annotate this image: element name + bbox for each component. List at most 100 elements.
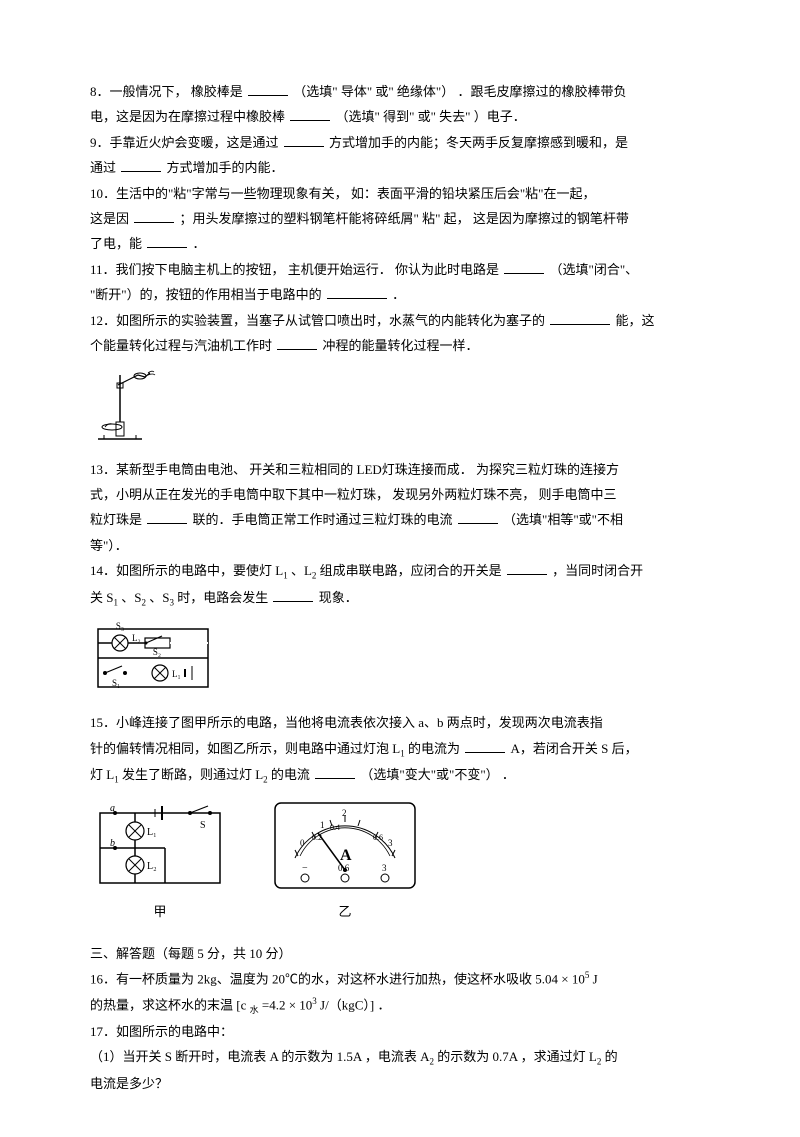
question-15-line3: 灯 L1 发生了断路，则通过灯 L2 的电流 （选填"变大"或"不变"） ． [90, 763, 710, 788]
q10-text3: ；用头发摩擦过的塑料钢笔杆能将碎纸屑" 粘" 起， 这是因为摩擦过的钢笔杆带 [180, 211, 629, 226]
q15-text4: A，若闭合开关 S 后， [510, 741, 637, 756]
svg-text:b: b [110, 838, 115, 849]
q11-text4: ． [392, 287, 405, 302]
question-13-line2: 式，小明从正在发光的手电筒中取下其中一粒灯珠， 发现另外两粒灯珠不亮， 则手电筒… [90, 483, 710, 506]
question-13: 13．某新型手电筒由电池、 开关和三粒相同的 LED灯珠连接而成． 为探究三粒灯… [90, 458, 710, 481]
svg-text:S₂: S₂ [153, 647, 161, 657]
q13-text2: 式，小明从正在发光的手电筒中取下其中一粒灯珠， 发现另外两粒灯珠不亮， 则手电筒… [90, 487, 617, 502]
question-9: 9．手靠近火炉会变暖，这是通过 方式增加手的内能；冬天两手反复摩擦感到暖和，是 [90, 131, 710, 154]
q8-text3: 电，这是因为在摩擦过程中橡胶棒 [90, 109, 285, 124]
q10-text5: ． [193, 236, 206, 251]
svg-text:a: a [110, 803, 115, 814]
figure-14-circuit: S₃ S₂ L₂ S₁ L₁ [90, 621, 220, 696]
svg-text:S: S [200, 820, 206, 831]
question-11: 11．我们按下电脑主机上的按钮， 主机便开始运行． 你认为此时电路是 （选填"闭… [90, 258, 710, 281]
question-12-line2: 个能量转化过程与汽油机工作时 冲程的能量转化过程一样． [90, 334, 710, 357]
blank[interactable] [248, 82, 288, 96]
question-15-line2: 针的偏转情况相同，如图乙所示，则电路中通过灯泡 L1 的电流为 A，若闭合开关 … [90, 737, 710, 762]
blank[interactable] [507, 561, 547, 575]
section-3-title: 三、解答题（每题 5 分，共 10 分） [90, 942, 710, 965]
q17-text5: 电流是多少？ [90, 1076, 168, 1091]
blank[interactable] [147, 234, 187, 248]
question-13-line3: 粒灯珠是 联的．手电筒正常工作时通过三粒灯珠的电流 （选填"相等"或"不相 [90, 508, 710, 531]
blank[interactable] [273, 588, 313, 602]
figure-15-row: a S L₁ b L₂ 甲 [90, 798, 710, 923]
svg-text:0.6: 0.6 [373, 833, 383, 842]
q14-text1: 14．如图所示的电路中，要使灯 L [90, 563, 283, 578]
q12-text1: 12．如图所示的实验装置，当塞子从试管口喷出时，水蒸气的内能转化为塞子的 [90, 313, 545, 328]
sub-2d: 2 [429, 1057, 434, 1067]
q17-text4: 的 [605, 1049, 618, 1064]
q8-text1: 8．一般情况下， 橡胶棒是 [90, 84, 243, 99]
q9-text4: 方式增加手的内能． [167, 160, 284, 175]
question-9-line2: 通过 方式增加手的内能． [90, 156, 710, 179]
sub-2c: 2 [263, 775, 268, 785]
svg-text:L₁: L₁ [172, 669, 181, 679]
svg-text:2: 2 [342, 808, 347, 818]
q13-text3: 粒灯珠是 [90, 512, 142, 527]
svg-text:S₁: S₁ [112, 678, 120, 688]
q9-text2: 方式增加手的内能；冬天两手反复摩擦感到暖和，是 [329, 135, 628, 150]
q13-text5: （选填"相等"或"不相 [503, 512, 623, 527]
sub-1b: 1 [113, 598, 118, 608]
blank[interactable] [121, 158, 161, 172]
blank[interactable] [277, 336, 317, 350]
q16-text5: J/（kgC）] ． [320, 997, 390, 1012]
question-13-line4: 等"）． [90, 534, 710, 557]
sup-3: 3 [312, 996, 317, 1006]
question-10-line3: 了电，能 ． [90, 232, 710, 255]
q15-text7: 的电流 [271, 767, 310, 782]
sub-2e: 2 [597, 1057, 602, 1067]
q11-text3: "断开"）的，按钮的作用相当于电路中的 [90, 287, 322, 302]
blank[interactable] [147, 510, 187, 524]
blank[interactable] [315, 765, 355, 779]
q14-text5: 关 S [90, 590, 113, 605]
blank[interactable] [550, 311, 610, 325]
question-10-line2: 这是因 ；用头发摩擦过的塑料钢笔杆能将碎纸屑" 粘" 起， 这是因为摩擦过的钢笔… [90, 207, 710, 230]
figure-12-apparatus [90, 367, 160, 442]
caption-yi: 乙 [270, 900, 420, 923]
q14-text7: 、S [149, 590, 169, 605]
q15-text6: 发生了断路，则通过灯 L [122, 767, 263, 782]
q14-text9: 现象． [319, 590, 358, 605]
q17-text3: 的示数为 0.7A ，求通过灯 L [437, 1049, 597, 1064]
q12-text2: 能，这 [616, 313, 655, 328]
q13-text1: 13．某新型手电筒由电池、 开关和三粒相同的 LED灯珠连接而成． 为探究三粒灯… [90, 462, 619, 477]
q14-text2: 、L [291, 563, 312, 578]
blank[interactable] [504, 260, 544, 274]
question-14: 14．如图所示的电路中，要使灯 L1 、L2 组成串联电路，应闭合的开关是 ，当… [90, 559, 710, 584]
sub-2b: 2 [141, 598, 146, 608]
q11-text1: 11．我们按下电脑主机上的按钮， 主机便开始运行． 你认为此时电路是 [90, 262, 499, 277]
q15-text1: 15．小峰连接了图甲所示的电路，当他将电流表依次接入 a、b 两点时，发现两次电… [90, 715, 603, 730]
svg-text:L₁: L₁ [147, 827, 157, 838]
q8-text2: （选填" 导体" 或" 绝缘体"） ．跟毛皮摩擦过的橡胶棒带负 [293, 84, 626, 99]
sub-1d: 1 [114, 775, 119, 785]
q14-text4: ，当同时闭合开 [552, 563, 643, 578]
question-8: 8．一般情况下， 橡胶棒是 （选填" 导体" 或" 绝缘体"） ．跟毛皮摩擦过的… [90, 80, 710, 103]
question-17: 17．如图所示的电路中： [90, 1020, 710, 1043]
q14-text6: 、S [121, 590, 141, 605]
question-14-line2: 关 S1 、S2 、S3 时，电路会发生 现象． [90, 586, 710, 611]
q15-text3: 的电流为 [408, 741, 460, 756]
figure-15-circuit: a S L₁ b L₂ 甲 [90, 803, 230, 923]
sup-5: 5 [585, 970, 590, 980]
question-8-line2: 电，这是因为在摩擦过程中橡胶棒 （选填" 得到" 或" 失去" ）电子． [90, 105, 710, 128]
svg-text:3: 3 [388, 838, 393, 848]
q16-text1: 16．有一杯质量为 2kg、温度为 20℃的水，对这杯水进行加热，使这杯水吸收 … [90, 971, 585, 986]
blank[interactable] [458, 510, 498, 524]
blank[interactable] [290, 107, 330, 121]
q13-text6: 等"）． [90, 538, 128, 553]
question-10: 10．生活中的"粘"字常与一些物理现象有关， 如：表面平滑的铅块紧压后会"粘"在… [90, 182, 710, 205]
blank[interactable] [134, 209, 174, 223]
blank[interactable] [327, 285, 387, 299]
q11-text2: （选填"闭合"、 [550, 262, 639, 277]
q10-text2: 这是因 [90, 211, 129, 226]
q16-text4: =4.2 × 10 [262, 997, 312, 1012]
sub-1c: 1 [400, 748, 405, 758]
blank[interactable] [284, 133, 324, 147]
blank[interactable] [465, 739, 505, 753]
svg-text:−: − [302, 863, 308, 874]
svg-text:1: 1 [320, 820, 325, 830]
q15-text8: （选填"变大"或"不变"） ． [360, 767, 514, 782]
q12-text3: 个能量转化过程与汽油机工作时 [90, 338, 272, 353]
